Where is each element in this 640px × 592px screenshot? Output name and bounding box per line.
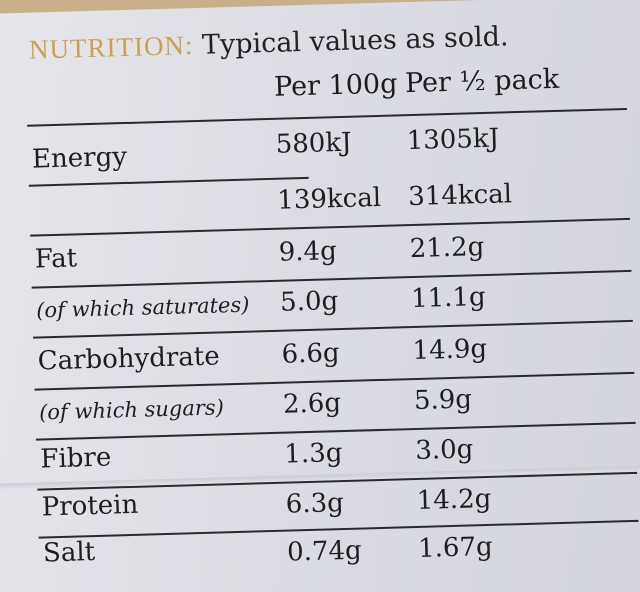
column-header-per-half-pack: Per ½ pack — [404, 63, 560, 100]
nutrition-label: NUTRITION: — [28, 30, 194, 65]
row-label: Energy — [31, 141, 128, 175]
row-label: (of which saturates) — [35, 292, 250, 323]
value-per-100g: 9.4g — [278, 236, 338, 268]
subtitle: Typical values as sold. — [201, 21, 509, 61]
value-per-100g: 0.74g — [286, 535, 363, 568]
value-per-half-pack: 5.9g — [413, 384, 473, 417]
value-per-100g: 1.3g — [284, 438, 343, 470]
value-per-half-pack: 3.0g — [414, 434, 474, 467]
row-divider — [33, 319, 633, 339]
value-per-100g: 5.0g — [279, 286, 339, 318]
row-divider — [30, 217, 631, 237]
value-per-half-pack: 14.9g — [412, 333, 488, 367]
row-label: Carbohydrate — [37, 341, 221, 377]
value-per-100g: 139kcal — [276, 182, 382, 216]
value-per-half-pack: 1.67g — [417, 531, 494, 564]
value-per-half-pack: 314kcal — [407, 179, 513, 213]
value-per-half-pack: 11.1g — [410, 281, 487, 315]
row-divider — [28, 176, 309, 187]
value-per-100g: 6.6g — [281, 338, 341, 370]
column-header-per-100g: Per 100g — [273, 68, 398, 103]
row-label: Fibre — [40, 442, 112, 475]
value-per-half-pack: 1305kJ — [406, 123, 500, 157]
title: NUTRITION: Typical values as sold. — [29, 21, 509, 65]
value-per-100g: 2.6g — [282, 388, 342, 420]
row-label: Protein — [41, 489, 139, 523]
value-per-100g: 6.3g — [285, 488, 345, 520]
row-label: (of which sugars) — [38, 395, 225, 425]
row-divider — [27, 107, 627, 127]
row-label: Salt — [42, 537, 96, 569]
row-label: Fat — [34, 243, 78, 275]
value-per-half-pack: 14.2g — [416, 483, 492, 516]
value-per-100g: 580kJ — [275, 127, 352, 160]
value-per-half-pack: 21.2g — [409, 232, 485, 265]
